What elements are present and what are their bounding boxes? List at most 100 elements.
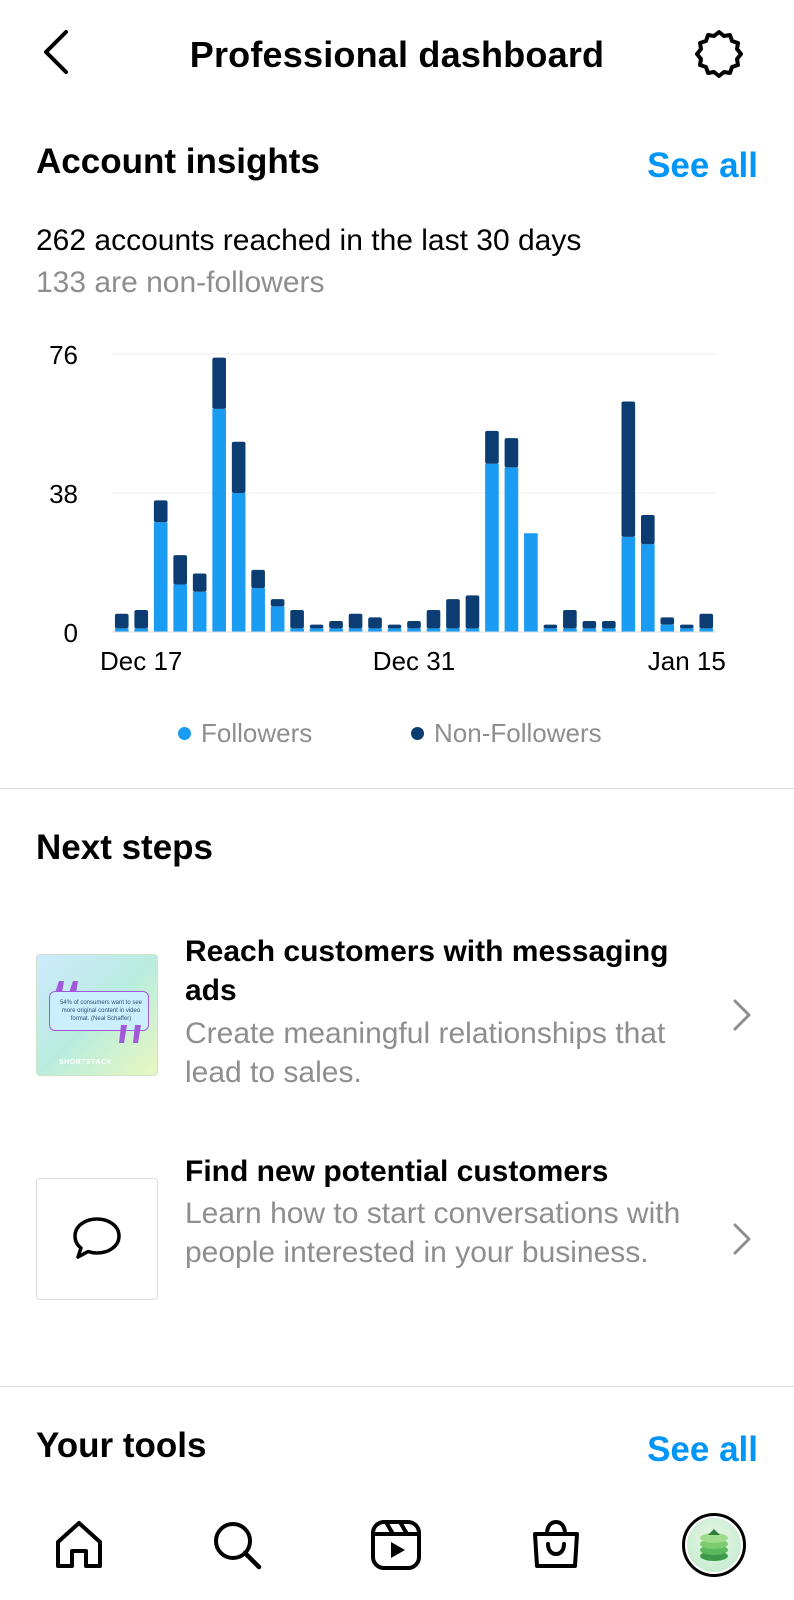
bar-non-followers — [407, 621, 421, 629]
non-followers-dot-icon — [411, 727, 424, 740]
bar-followers — [524, 533, 538, 632]
bar-non-followers — [563, 610, 577, 629]
thumb-quote-box — [49, 991, 149, 1031]
step-description: Create meaningful relationships that lea… — [185, 1017, 666, 1089]
bar-followers — [485, 463, 499, 632]
legend-followers: Followers — [178, 718, 312, 749]
account-insights-title: Account insights — [36, 142, 320, 181]
step-title: Reach customers with messaging ads — [185, 935, 669, 1007]
settings-button[interactable] — [693, 28, 745, 80]
nav-shop[interactable] — [521, 1510, 591, 1580]
reels-icon — [371, 1520, 421, 1570]
bar-non-followers — [679, 624, 694, 629]
bar-non-followers — [329, 621, 343, 629]
legend-followers-label: Followers — [201, 718, 313, 748]
x-tick-label: Dec 31 — [373, 646, 455, 676]
reach-chart: 76 38 0 Dec 17 Dec 31 Jan 15 — [0, 330, 794, 690]
bar-non-followers — [290, 610, 304, 629]
reach-chart-svg: 76 38 0 Dec 17 Dec 31 Jan 15 — [49, 340, 726, 676]
tools-see-all-link[interactable]: See all — [647, 1430, 758, 1469]
step-messaging-ads[interactable]: 54% of consumers want to see more origin… — [0, 930, 794, 1100]
y-tick-label: 0 — [64, 618, 78, 648]
header: Professional dashboard — [0, 0, 794, 110]
bar-followers — [621, 536, 636, 632]
bar-non-followers — [192, 573, 207, 592]
nav-home[interactable] — [44, 1510, 114, 1580]
bar-non-followers — [368, 617, 382, 629]
chevron-left-icon — [44, 30, 68, 74]
bar-followers — [387, 628, 402, 632]
bar-non-followers — [114, 613, 129, 629]
bar-followers — [602, 628, 616, 632]
gear-icon — [695, 30, 743, 78]
y-tick-label: 76 — [49, 340, 78, 370]
bar-non-followers — [543, 624, 558, 629]
bar-non-followers — [309, 624, 324, 629]
chevron-right-icon — [724, 993, 760, 1037]
bar-followers — [426, 628, 441, 632]
bar-followers — [679, 628, 694, 632]
your-tools-title: Your tools — [36, 1426, 207, 1465]
page-title: Professional dashboard — [189, 34, 605, 75]
bar-non-followers — [212, 357, 226, 409]
bar-non-followers — [153, 500, 168, 523]
nav-search[interactable] — [202, 1510, 272, 1580]
bar-followers — [543, 628, 558, 632]
x-tick-label: Jan 15 — [648, 646, 726, 676]
step-potential-customers[interactable]: Find new potential customers Learn how t… — [0, 1152, 794, 1332]
bar-non-followers — [504, 438, 519, 468]
shopping-bag-icon — [533, 1519, 579, 1568]
search-icon — [214, 1522, 262, 1570]
back-button[interactable] — [30, 26, 80, 78]
x-tick-label: Dec 17 — [100, 646, 182, 676]
messaging-ads-thumbnail: 54% of consumers want to see more origin… — [36, 954, 158, 1076]
nav-reels[interactable] — [361, 1510, 431, 1580]
conversation-thumbnail — [36, 1178, 158, 1300]
quote-close-icon — [119, 1025, 141, 1043]
bottom-nav — [0, 1496, 794, 1600]
divider — [0, 1386, 794, 1387]
bar-followers — [309, 628, 324, 632]
bar-followers — [348, 628, 363, 632]
bar-followers — [290, 628, 304, 632]
bar-followers — [270, 606, 285, 632]
bar-non-followers — [134, 610, 149, 629]
chart-legend: Followers Non-Followers — [0, 718, 794, 754]
chevron-right-icon — [724, 1217, 760, 1261]
bar-followers — [640, 544, 655, 632]
bar-non-followers — [426, 610, 441, 629]
insights-see-all-link[interactable]: See all — [647, 146, 758, 185]
bar-followers — [153, 522, 168, 632]
non-followers-text: 133 are non-followers — [36, 266, 325, 299]
bar-followers — [407, 628, 421, 632]
bar-non-followers — [173, 555, 188, 585]
step-title: Find new potential customers — [185, 1155, 609, 1188]
bar-followers — [192, 591, 207, 632]
bar-non-followers — [621, 401, 636, 537]
bar-non-followers — [231, 441, 246, 493]
followers-dot-icon — [178, 727, 191, 740]
legend-non-followers-label: Non-Followers — [434, 718, 602, 748]
divider — [0, 788, 794, 789]
bar-followers — [504, 467, 519, 632]
bar-non-followers — [485, 430, 499, 464]
bar-followers — [563, 628, 577, 632]
nav-profile[interactable] — [679, 1510, 749, 1580]
bar-non-followers — [387, 624, 402, 629]
thumb-brand-text: SHORTSTACK — [59, 1059, 113, 1066]
bar-non-followers — [699, 613, 714, 629]
bar-followers — [173, 584, 188, 632]
bar-followers — [329, 628, 343, 632]
profile-avatar — [682, 1513, 746, 1577]
home-icon — [56, 1521, 102, 1568]
bar-followers — [465, 628, 480, 632]
bar-non-followers — [446, 599, 460, 629]
bar-followers — [446, 628, 460, 632]
legend-non-followers: Non-Followers — [411, 718, 602, 749]
speech-bubble-icon — [73, 1217, 121, 1259]
bar-non-followers — [660, 617, 675, 625]
avatar-image — [687, 1518, 741, 1572]
bar-non-followers — [348, 613, 363, 629]
bar-non-followers — [582, 621, 597, 629]
bar-followers — [251, 588, 265, 632]
